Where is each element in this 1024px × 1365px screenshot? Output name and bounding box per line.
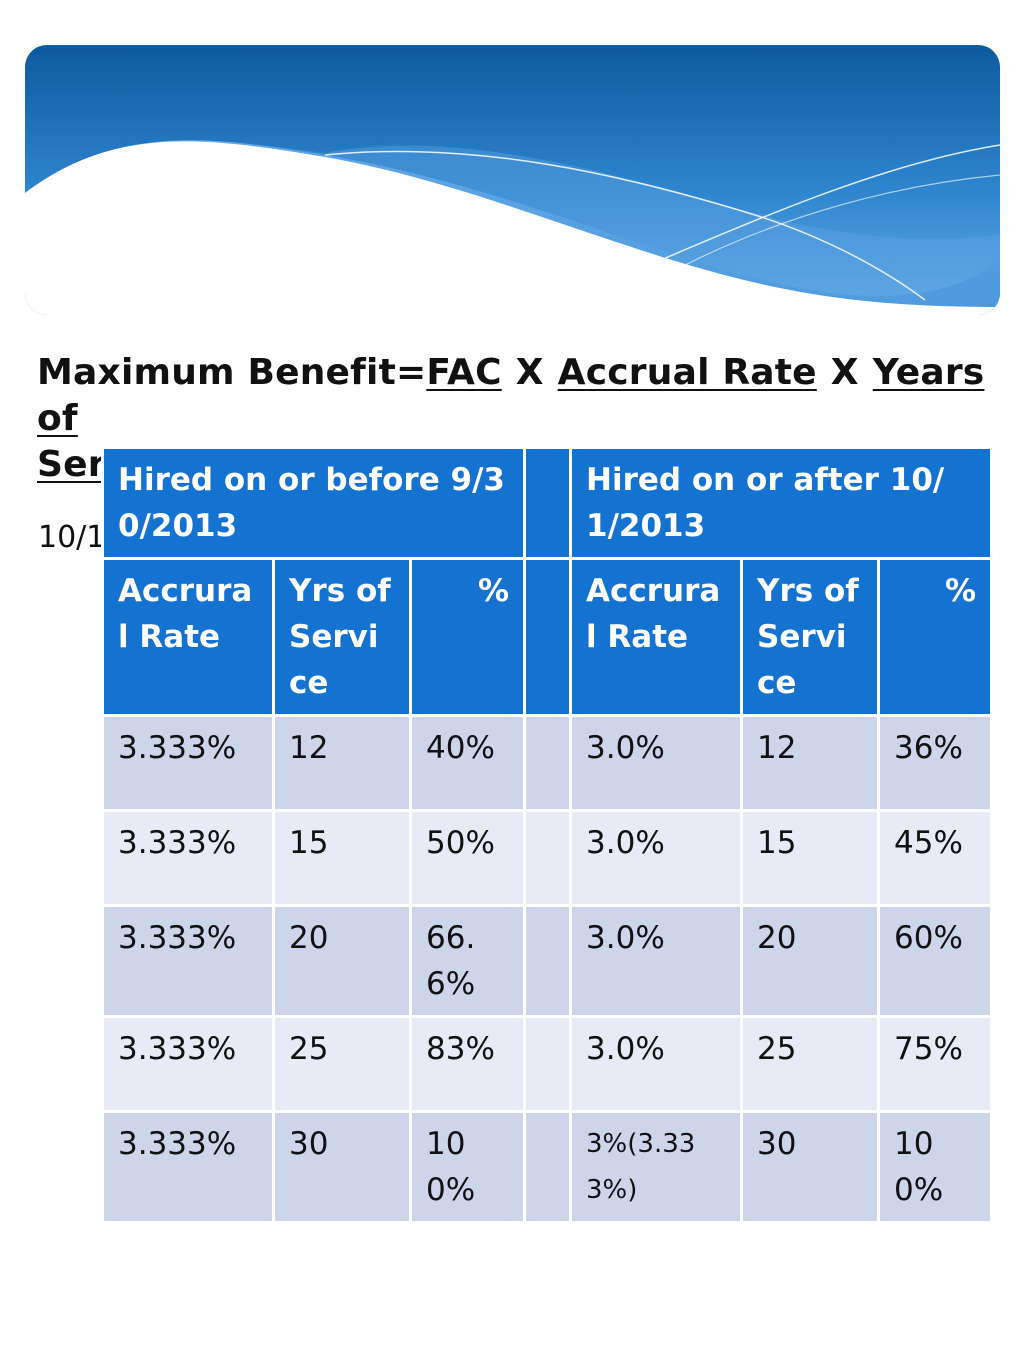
cell-after-yrs: 25 — [740, 1015, 881, 1113]
table-row: 3.333% 15 50% 3.0% 15 45% — [101, 809, 994, 907]
cell-before-rate: 3.333% — [101, 809, 275, 907]
header-wave-banner — [25, 45, 1000, 315]
cell-after-pct: 60% — [877, 904, 994, 1018]
table-row: 3.333% 20 66.6% 3.0% 20 60% — [101, 904, 994, 1018]
col-header-after-rate: Accrural Rate — [569, 557, 744, 717]
group-header-row: Hired on or before 9/30/2013 Hired on or… — [100, 446, 994, 560]
benefit-table: Hired on or before 9/30/2013 Hired on or… — [100, 446, 994, 1224]
formula-term-fac: FAC — [426, 352, 502, 393]
cell-before-rate: 3.333% — [101, 1015, 275, 1113]
cell-before-yrs: 25 — [272, 1015, 412, 1113]
cell-before-pct: 50% — [408, 809, 527, 907]
cell-after-rate: 3.0% — [569, 714, 744, 812]
cell-after-pct: 36% — [877, 714, 994, 812]
group-header-before: Hired on or before 9/30/2013 — [100, 446, 527, 560]
formula-term-accrual-rate: Accrual Rate — [557, 352, 817, 393]
table-row: 3.333% 30 100% 3%(3.333%) 30 100% — [101, 1110, 994, 1224]
cell-after-rate: 3.0% — [569, 1015, 744, 1113]
formula-operator-1: X — [515, 352, 544, 393]
col-header-after-yrs: Yrs of Service — [740, 557, 881, 717]
cell-before-pct: 40% — [408, 714, 527, 812]
column-header-row: Accrural Rate Yrs of Service % Accrural … — [101, 557, 994, 717]
cell-after-rate: 3.0% — [569, 904, 744, 1018]
cell-spacer — [523, 1110, 573, 1224]
formula-operator-2: X — [830, 352, 859, 393]
cell-before-pct: 100% — [408, 1110, 527, 1224]
cell-after-pct: 45% — [877, 809, 994, 907]
col-header-spacer — [523, 557, 573, 717]
cell-before-yrs: 12 — [272, 714, 412, 812]
cell-before-pct: 83% — [408, 1015, 527, 1113]
cell-after-yrs: 20 — [740, 904, 881, 1018]
table-row: 3.333% 25 83% 3.0% 25 75% — [101, 1015, 994, 1113]
cell-spacer — [523, 1015, 573, 1113]
col-header-before-pct: % — [408, 557, 527, 717]
col-header-after-pct: % — [877, 557, 994, 717]
formula-heading: Maximum Benefit=FAC X Accrual Rate X Years o… — [37, 350, 997, 488]
cell-after-yrs: 30 — [740, 1110, 881, 1224]
cell-before-yrs: 30 — [272, 1110, 412, 1224]
group-header-spacer — [523, 446, 573, 560]
cell-spacer — [523, 809, 573, 907]
cell-before-rate: 3.333% — [101, 904, 275, 1018]
table-row: 3.333% 12 40% 3.0% 12 36% — [101, 714, 994, 812]
partial-date-text: 10/1 — [38, 520, 106, 555]
cell-before-rate: 3.333% — [101, 714, 275, 812]
cell-after-rate: 3%(3.333%) — [569, 1110, 744, 1224]
col-header-before-rate: Accrural Rate — [101, 557, 275, 717]
cell-after-yrs: 15 — [740, 809, 881, 907]
cell-after-pct: 75% — [877, 1015, 994, 1113]
cell-spacer — [523, 714, 573, 812]
cell-before-yrs: 20 — [272, 904, 412, 1018]
cell-after-yrs: 12 — [740, 714, 881, 812]
cell-spacer — [523, 904, 573, 1018]
cell-after-rate: 3.0% — [569, 809, 744, 907]
cell-before-yrs: 15 — [272, 809, 412, 907]
cell-before-rate: 3.333% — [101, 1110, 275, 1224]
col-header-before-yrs: Yrs of Service — [272, 557, 412, 717]
formula-label: Maximum Benefit= — [37, 352, 427, 393]
cell-after-pct: 100% — [877, 1110, 994, 1224]
formula-term-years-of-service-line1: Years of — [37, 352, 985, 439]
cell-before-pct: 66.6% — [408, 904, 527, 1018]
group-header-after: Hired on or after 10/1/2013 — [569, 446, 994, 560]
